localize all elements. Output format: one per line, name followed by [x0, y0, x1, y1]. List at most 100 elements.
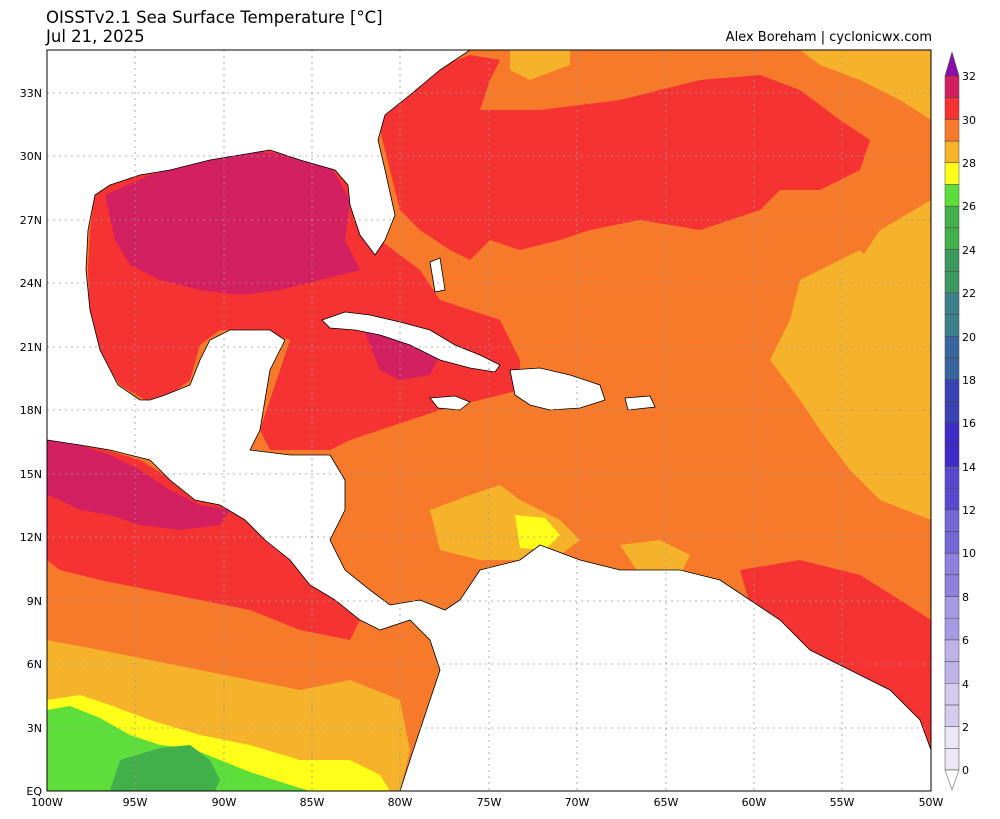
- land-jamaica: [429, 395, 471, 411]
- colorbar-swatch: [944, 726, 960, 749]
- colorbar-swatch: [944, 314, 960, 337]
- colorbar-label: 4: [962, 678, 969, 691]
- colorbar-swatch: [944, 119, 960, 142]
- colorbar-label: 10: [962, 547, 976, 560]
- colorbar-swatch: [944, 357, 960, 380]
- colorbar: [944, 51, 960, 791]
- lon-label: 50W: [919, 796, 944, 809]
- colorbar-swatch: [944, 184, 960, 207]
- colorbar-swatch: [944, 552, 960, 576]
- colorbar-swatch: [944, 617, 960, 641]
- lon-label: 60W: [742, 796, 767, 809]
- colorbar-label: 28: [962, 157, 976, 170]
- colorbar-label: 20: [962, 331, 976, 344]
- lat-label: 3N: [27, 722, 42, 735]
- lat-label: 18N: [20, 404, 42, 417]
- colorbar-label: 30: [962, 114, 976, 127]
- lon-label: 85W: [300, 796, 325, 809]
- colorbar-swatch: [944, 444, 960, 467]
- colorbar-swatch: [944, 75, 960, 98]
- land-hispaniola: [509, 367, 606, 411]
- colorbar-swatch: [944, 336, 960, 359]
- land-north-america: [47, 50, 931, 791]
- lon-label: 55W: [830, 796, 855, 809]
- plot-frame: [46, 49, 932, 792]
- lat-label: 24N: [20, 277, 42, 290]
- colorbar-swatch: [944, 704, 960, 727]
- colorbar-label: 2: [962, 721, 969, 734]
- sst-31-epac: [47, 440, 230, 530]
- sst-28-east-atlantic: [790, 200, 931, 470]
- lon-axis: 100W 95W 90W 85W 80W 75W 70W 65W 60W 55W…: [31, 796, 943, 809]
- land-cuba: [321, 311, 501, 373]
- colorbar-swatch: [944, 401, 960, 424]
- colorbar-swatch: [944, 205, 960, 229]
- colorbar-label: 0: [962, 764, 969, 777]
- colorbar-swatch: [944, 574, 960, 597]
- colorbar-swatch: [944, 596, 960, 619]
- colorbar-label: 8: [962, 591, 969, 604]
- colorbar-max-arrow: [944, 51, 960, 77]
- lat-label: 15N: [20, 468, 42, 481]
- colorbar-label: 16: [962, 417, 976, 430]
- lat-axis: EQ 3N 6N 9N 12N 15N 18N 21N 24N 27N 30N …: [20, 87, 43, 798]
- land: [47, 50, 931, 791]
- colorbar-swatch: [944, 162, 960, 185]
- colorbar-swatch: [944, 531, 960, 554]
- sst-30-guiana-coast: [740, 560, 931, 760]
- lat-label: 30N: [20, 150, 42, 163]
- colorbar-min-arrow: [944, 769, 960, 791]
- sst-27-venezuela: [515, 515, 560, 550]
- sst-30-gulfstream: [380, 55, 870, 260]
- land-puerto-rico: [624, 395, 656, 411]
- colorbar-label: 24: [962, 244, 976, 257]
- colorbar-swatch: [944, 683, 960, 706]
- colorbar-swatch: [944, 292, 960, 315]
- sst-24-epac: [110, 745, 220, 791]
- sst-28-north-atlantic: [510, 50, 931, 120]
- lat-label: EQ: [26, 785, 42, 798]
- colorbar-label: 32: [962, 70, 976, 83]
- lon-label: 75W: [477, 796, 502, 809]
- colorbar-swatch: [944, 466, 960, 489]
- colorbar-swatch: [944, 422, 960, 445]
- colorbar-label: 26: [962, 200, 976, 213]
- lat-label: 27N: [20, 214, 42, 227]
- colorbar-label: 12: [962, 504, 976, 517]
- colorbar-swatch: [944, 509, 960, 532]
- colorbar-swatch: [944, 379, 960, 402]
- colorbar-swatch: [944, 661, 960, 684]
- colorbar-label: 22: [962, 287, 976, 300]
- land-andros: [429, 257, 446, 293]
- colorbar-swatch: [944, 227, 960, 250]
- lat-label: 33N: [20, 87, 42, 100]
- colorbar-swatch: [944, 270, 960, 294]
- lon-label: 100W: [31, 796, 63, 809]
- lat-label: 21N: [20, 341, 42, 354]
- lat-label: 6N: [27, 658, 42, 671]
- map-date: Jul 21, 2025: [46, 27, 145, 46]
- lon-label: 65W: [654, 796, 679, 809]
- lat-label: 12N: [20, 531, 42, 544]
- colorbar-swatch: [944, 748, 960, 771]
- colorbar-swatch: [944, 249, 960, 272]
- colorbar-label: 6: [962, 634, 969, 647]
- colorbar-label: 14: [962, 461, 976, 474]
- colorbar-swatch: [944, 97, 960, 120]
- map-credit: Alex Boreham | cyclonicwx.com: [725, 30, 932, 45]
- sst-31-gulf: [105, 150, 360, 295]
- colorbar-swatch: [944, 140, 960, 163]
- colorbar-label: 18: [962, 374, 976, 387]
- colorbar-labels: 0 2 4 6 8 10 12 14 16 18 20 22 24 26 28 …: [962, 70, 976, 777]
- colorbar-swatch: [944, 639, 960, 662]
- lon-label: 80W: [388, 796, 413, 809]
- map-title: OISSTv2.1 Sea Surface Temperature [°C]: [46, 8, 383, 27]
- lat-label: 9N: [27, 595, 42, 608]
- sst-field: [47, 50, 931, 791]
- sst-28-guiana: [620, 540, 690, 575]
- colorbar-swatch: [944, 487, 960, 510]
- lon-label: 70W: [565, 796, 590, 809]
- lon-label: 95W: [123, 796, 148, 809]
- lon-label: 90W: [212, 796, 237, 809]
